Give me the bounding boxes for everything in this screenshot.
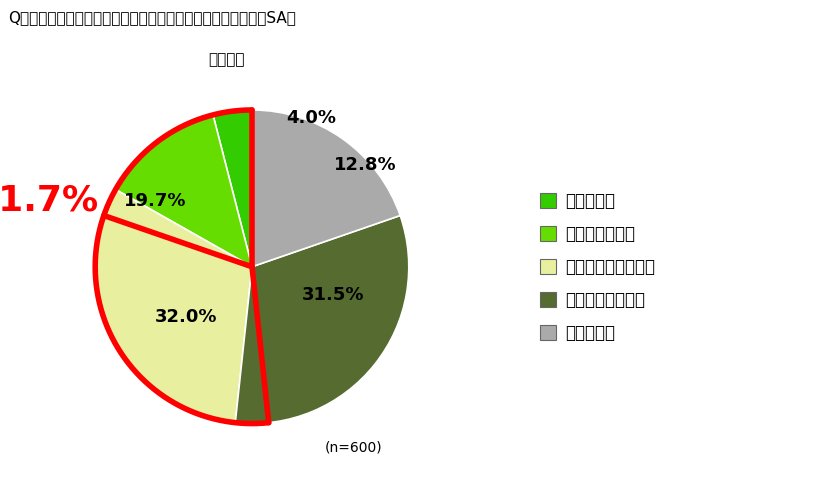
Text: (n=600): (n=600) — [325, 440, 383, 454]
Text: 12.8%: 12.8% — [333, 156, 396, 174]
Wedge shape — [116, 115, 252, 267]
Text: 4.0%: 4.0% — [286, 109, 337, 127]
Text: 19.7%: 19.7% — [123, 192, 186, 210]
Wedge shape — [252, 110, 400, 267]
Legend: 自信がある, やや自信がある, どちらともいえない, あまり自信がない, 自信がない: 自信がある, やや自信がある, どちらともいえない, あまり自信がない, 自信が… — [533, 185, 661, 348]
Text: 【全体】: 【全体】 — [208, 52, 245, 67]
Text: 51.7%: 51.7% — [0, 184, 98, 218]
Wedge shape — [213, 110, 252, 267]
Text: 31.5%: 31.5% — [302, 286, 365, 304]
Wedge shape — [235, 215, 409, 423]
Wedge shape — [95, 190, 252, 423]
Text: Q．あなたは自分の歯と歯ぐきの健康に自信がありますか。（SA）: Q．あなたは自分の歯と歯ぐきの健康に自信がありますか。（SA） — [8, 10, 297, 25]
Text: 32.0%: 32.0% — [155, 308, 218, 326]
